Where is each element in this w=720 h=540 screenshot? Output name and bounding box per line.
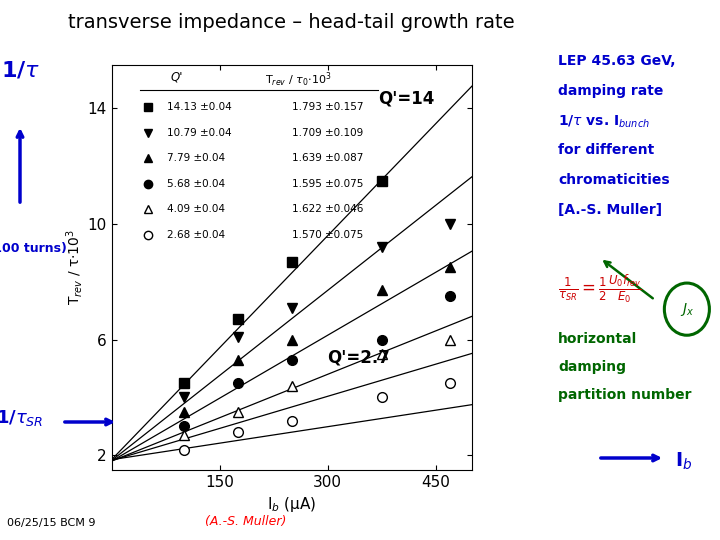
Text: 2.68 ±0.04: 2.68 ±0.04 — [167, 230, 225, 240]
Text: 1.793 ±0.157: 1.793 ±0.157 — [292, 102, 363, 112]
Text: 1/$\tau$: 1/$\tau$ — [1, 60, 40, 80]
Text: for different: for different — [558, 143, 654, 157]
Text: 1.709 ±0.109: 1.709 ±0.109 — [292, 128, 363, 138]
Text: $J_x$: $J_x$ — [680, 301, 694, 318]
Text: 14.13 ±0.04: 14.13 ±0.04 — [167, 102, 232, 112]
Text: damping rate: damping rate — [558, 84, 663, 98]
Text: 1.570 ±0.075: 1.570 ±0.075 — [292, 230, 363, 240]
Y-axis label: T$_{rev}$ / τ·10$^3$: T$_{rev}$ / τ·10$^3$ — [63, 229, 85, 306]
Text: partition number: partition number — [558, 388, 691, 402]
Text: (A.-S. Muller): (A.-S. Muller) — [205, 515, 287, 528]
Text: 1.639 ±0.087: 1.639 ±0.087 — [292, 153, 363, 164]
Text: 5.68 ±0.04: 5.68 ±0.04 — [167, 179, 225, 189]
Text: $\frac{1}{\tau_{SR}} = \frac{1}{2}\frac{U_0 f_{rev}}{E_0}$: $\frac{1}{\tau_{SR}} = \frac{1}{2}\frac{… — [558, 273, 642, 306]
Text: 1/$\tau_{SR}$: 1/$\tau_{SR}$ — [0, 408, 44, 429]
Text: 1/(100 turns): 1/(100 turns) — [0, 242, 66, 255]
Text: T$_{rev}$ / $\tau_0$$\cdot$10$^3$: T$_{rev}$ / $\tau_0$$\cdot$10$^3$ — [266, 71, 332, 89]
Text: 10.79 ±0.04: 10.79 ±0.04 — [167, 128, 232, 138]
Text: 1.595 ±0.075: 1.595 ±0.075 — [292, 179, 363, 189]
Text: horizontal: horizontal — [558, 332, 637, 346]
Text: Q': Q' — [170, 71, 183, 84]
Text: transverse impedance – head-tail growth rate: transverse impedance – head-tail growth … — [68, 14, 515, 32]
Text: Q'=14: Q'=14 — [378, 89, 434, 107]
Text: 4.09 ±0.04: 4.09 ±0.04 — [167, 204, 225, 214]
Text: chromaticities: chromaticities — [558, 173, 670, 187]
Text: Q'=2.7: Q'=2.7 — [328, 348, 390, 366]
X-axis label: I$_b$ (μA): I$_b$ (μA) — [267, 495, 316, 514]
Text: 1.622 ±0.046: 1.622 ±0.046 — [292, 204, 363, 214]
Text: 06/25/15 BCM 9: 06/25/15 BCM 9 — [7, 518, 96, 528]
Text: 1/$\tau$ vs. I$_{bunch}$: 1/$\tau$ vs. I$_{bunch}$ — [558, 113, 650, 130]
Text: damping: damping — [558, 360, 626, 374]
Text: I$_b$: I$_b$ — [675, 451, 693, 472]
Text: [A.-S. Muller]: [A.-S. Muller] — [558, 202, 662, 217]
Text: LEP 45.63 GeV,: LEP 45.63 GeV, — [558, 54, 675, 68]
Text: 7.79 ±0.04: 7.79 ±0.04 — [167, 153, 225, 164]
